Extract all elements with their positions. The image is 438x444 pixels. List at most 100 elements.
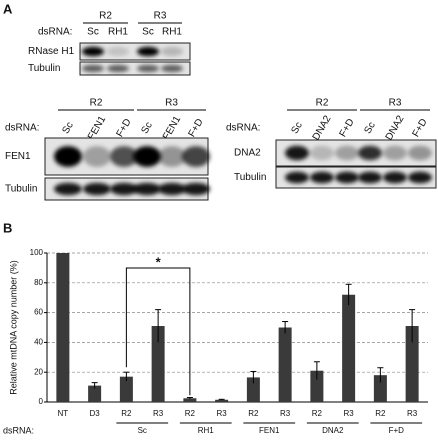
band (83, 146, 111, 167)
bar (278, 327, 292, 402)
band (182, 182, 210, 196)
group-label: R3 (165, 98, 178, 109)
row-label: DNA2 (234, 148, 261, 159)
group-label: R3 (154, 11, 167, 22)
band (54, 146, 82, 167)
error-bar (186, 397, 193, 400)
band (310, 145, 334, 161)
error-bar (282, 321, 289, 334)
band (408, 145, 432, 161)
dsrna-label: dsRNA: (38, 27, 72, 38)
y-tick-label: 40 (34, 338, 43, 347)
band (82, 46, 104, 57)
y-tick-label: 100 (30, 248, 44, 257)
row-label: dsRNA: (3, 425, 34, 435)
band (110, 182, 138, 196)
group-label: DNA2 (322, 426, 344, 435)
row-label: Tubulin (28, 63, 60, 74)
lane-label: F+D (187, 117, 206, 139)
bar (151, 326, 165, 402)
band (383, 171, 407, 184)
bar (342, 294, 356, 402)
error-bar (409, 309, 416, 343)
band (335, 171, 359, 184)
panel-label: A (3, 1, 13, 16)
x-tick-label: R2 (312, 409, 323, 418)
band (310, 171, 334, 184)
blot (79, 61, 191, 76)
x-tick-label: R2 (121, 409, 132, 418)
x-tick-label: R3 (217, 409, 228, 418)
x-tick-label: R2 (248, 409, 259, 418)
group-label: R3 (389, 98, 402, 109)
error-bar (155, 309, 162, 343)
group-label: R2 (99, 11, 112, 22)
group-label: R2 (90, 98, 103, 109)
bar (373, 375, 387, 402)
y-tick-label: 20 (34, 367, 43, 376)
band (54, 182, 82, 196)
lane-label: F+D (115, 117, 134, 139)
lane-label: DNA2 (384, 113, 407, 142)
error-bar (123, 371, 130, 382)
lane-label: Sc (60, 120, 75, 136)
blot (79, 42, 191, 61)
error-bar (250, 370, 257, 384)
band (161, 46, 183, 57)
bar (215, 399, 229, 402)
x-tick-label: R3 (407, 409, 418, 418)
band (107, 64, 129, 73)
group-label: Sc (138, 426, 147, 435)
band (82, 64, 104, 73)
bar (88, 385, 102, 402)
lane-label: RH1 (108, 27, 128, 38)
band (161, 64, 183, 73)
x-tick-label: R3 (344, 409, 355, 418)
error-bar (91, 382, 98, 389)
error-bar (377, 367, 384, 383)
error-bar (313, 361, 320, 380)
band (285, 171, 309, 184)
row-label: Tubulin (5, 184, 37, 195)
group-label: F+D (389, 426, 405, 435)
lane-label: DNA2 (311, 113, 334, 142)
lane-label: Sc (87, 27, 99, 38)
dsrna-label: dsRNA: (5, 123, 39, 134)
error-bar (218, 398, 225, 401)
band (285, 145, 309, 161)
lane-label: F+D (338, 117, 357, 139)
band (335, 145, 359, 161)
band (358, 145, 382, 161)
bar (405, 326, 419, 402)
bar (183, 398, 197, 402)
band (133, 146, 161, 167)
band (133, 182, 161, 196)
x-tick-label: R3 (280, 409, 291, 418)
x-tick-label: R2 (375, 409, 386, 418)
band (158, 146, 186, 167)
row-label: Tubulin (234, 172, 266, 183)
band (137, 46, 159, 57)
x-tick-label: D3 (90, 409, 101, 418)
lane-label: Sc (289, 120, 304, 136)
band (137, 64, 159, 73)
significance-bracket (125, 267, 191, 396)
x-tick-label: R2 (185, 409, 196, 418)
lane-label: Sc (139, 120, 154, 136)
lane-label: Sc (362, 120, 377, 136)
bar (310, 370, 324, 402)
dsrna-label: dsRNA: (226, 123, 260, 134)
band (83, 182, 111, 196)
y-tick-label: 60 (34, 308, 43, 317)
significance: * (156, 254, 162, 269)
band (408, 171, 432, 184)
bar (56, 253, 70, 402)
band (158, 182, 186, 196)
band (358, 171, 382, 184)
lane-label: F+D (411, 117, 430, 139)
row-label: RNase H1 (28, 46, 75, 57)
group-label: FEN1 (259, 426, 280, 435)
y-tick-label: 0 (39, 397, 44, 406)
bar (119, 376, 133, 402)
